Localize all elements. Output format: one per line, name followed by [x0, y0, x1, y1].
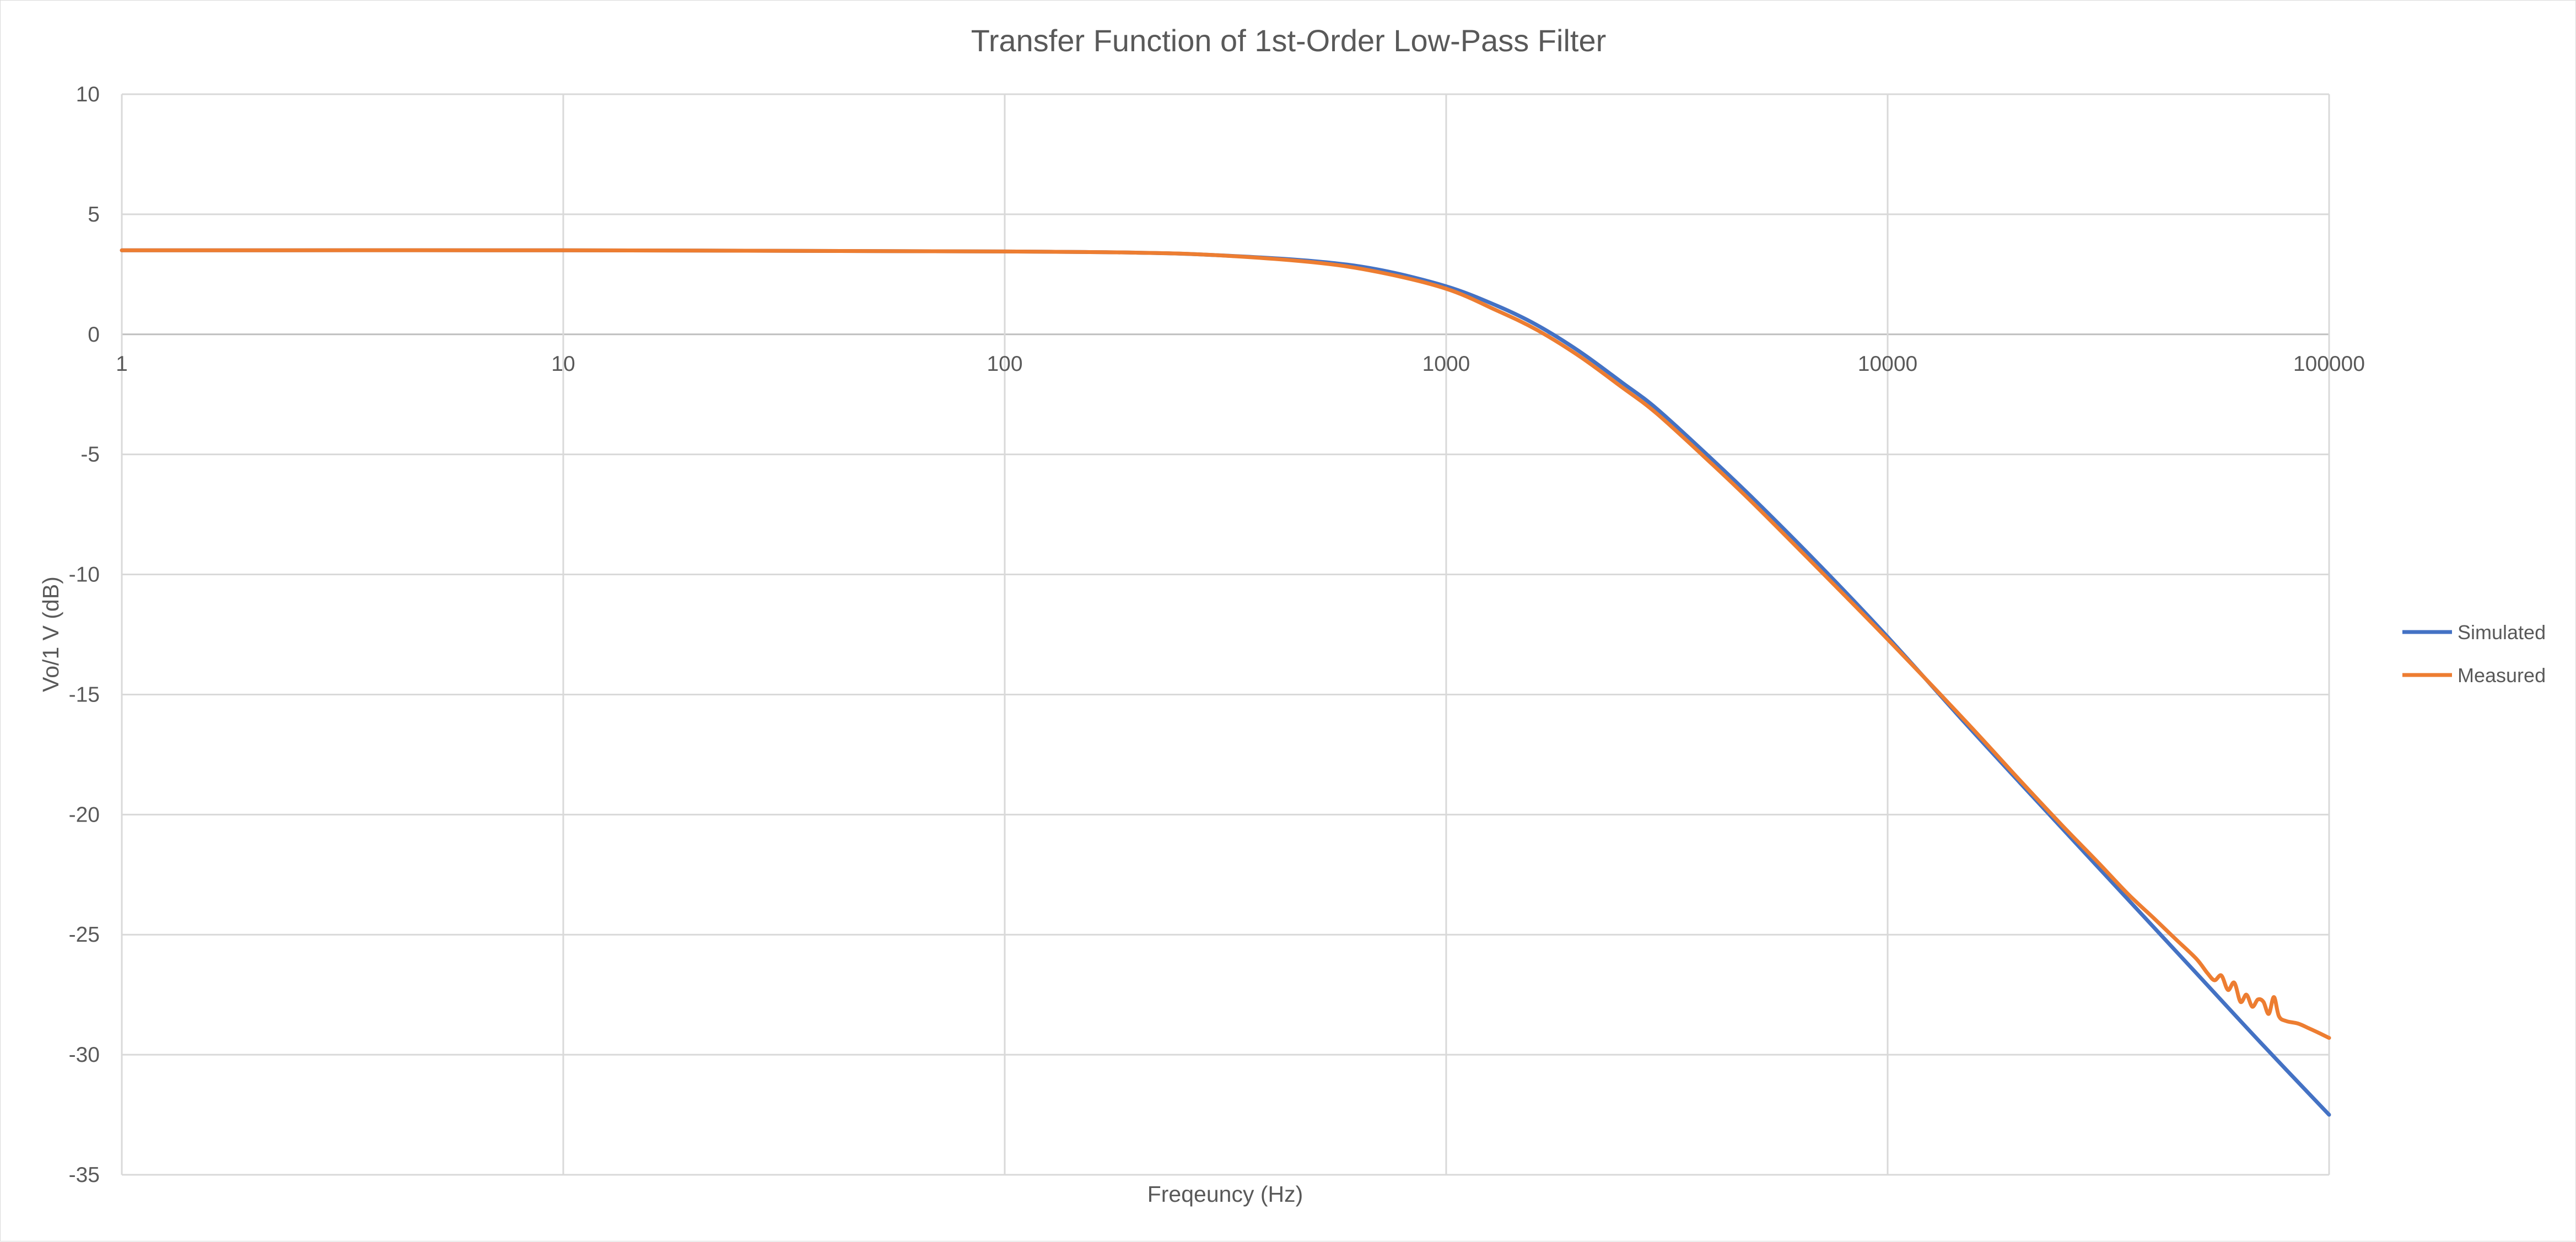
x-tick-label: 100	[987, 352, 1022, 376]
y-tick-label: 5	[88, 203, 100, 226]
legend: Simulated Measured	[2402, 621, 2546, 687]
series-line-simulated	[120, 248, 2331, 1117]
y-tick-label: 0	[88, 323, 100, 347]
series-line-measured	[120, 248, 2331, 1040]
gridlines	[121, 93, 2330, 1176]
y-tick-label: -35	[69, 1163, 100, 1187]
y-axis-title: Vo/1 V (dB)	[38, 576, 63, 692]
series-lines	[120, 248, 2331, 1117]
y-tick-label: -10	[69, 563, 100, 587]
chart-title: Transfer Function of 1st-Order Low-Pass …	[971, 23, 1607, 58]
y-tick-label: -25	[69, 923, 100, 947]
x-tick-label: 1	[116, 352, 128, 376]
y-tick-label: -15	[69, 683, 100, 706]
x-axis-tick-labels: 1 10 100 1000 10000 100000	[116, 352, 2365, 376]
y-tick-label: -5	[80, 443, 100, 467]
y-tick-label: -20	[69, 803, 100, 827]
x-axis-title: Freqeuncy (Hz)	[1147, 1181, 1303, 1207]
y-tick-label: -30	[69, 1043, 100, 1067]
y-axis-tick-labels: 10 5 0 -5 -10 -15 -20 -25 -30 -35	[69, 83, 100, 1187]
legend-label-simulated: Simulated	[2458, 621, 2546, 644]
legend-label-measured: Measured	[2458, 664, 2546, 687]
y-tick-label: 10	[76, 83, 100, 106]
x-tick-label: 10	[551, 352, 575, 376]
x-tick-label: 100000	[2293, 352, 2365, 376]
x-tick-label: 10000	[1858, 352, 1917, 376]
x-tick-label: 1000	[1422, 352, 1470, 376]
